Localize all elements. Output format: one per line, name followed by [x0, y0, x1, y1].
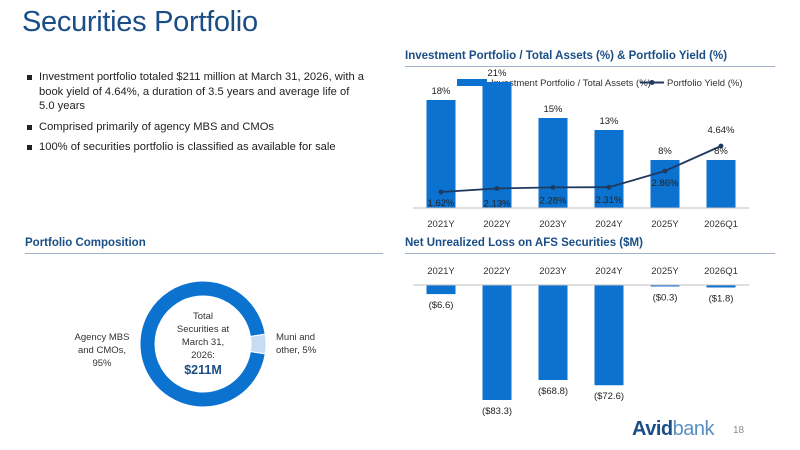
x-tick-label: 2025Y	[651, 219, 679, 230]
x-tick-label: 2022Y	[483, 219, 511, 230]
yield-point	[494, 186, 500, 191]
donut-center-line: 2026:	[191, 350, 215, 361]
bullet-item: 100% of securities portfolio is classifi…	[27, 140, 367, 155]
yield-point	[438, 189, 444, 195]
divider	[405, 66, 775, 67]
bar-data-label: ($0.3)	[653, 293, 678, 304]
bar-portfolio-assets	[594, 130, 624, 208]
yield-data-label: 2.31%	[596, 195, 623, 206]
divider	[25, 253, 383, 254]
yield-point	[550, 185, 556, 190]
bullet-item: Comprised primarily of agency MBS and CM…	[27, 120, 367, 135]
bar-data-label: ($83.3)	[482, 406, 512, 417]
bar-unrealized-loss	[706, 285, 736, 288]
bar-data-label: ($1.8)	[709, 293, 734, 304]
bar-portfolio-assets	[706, 160, 736, 208]
bullet-item: Investment portfolio totaled $211 millio…	[27, 70, 367, 114]
page-number: 18	[733, 425, 745, 436]
portfolio-chart-title: Investment Portfolio / Total Assets (%) …	[405, 50, 728, 62]
bar-portfolio-assets	[650, 160, 680, 208]
bar-data-label: 8%	[714, 146, 728, 157]
donut-center-line: Total	[193, 311, 213, 322]
page-title: Securities Portfolio	[22, 6, 258, 38]
yield-data-label: 2.13%	[484, 198, 511, 209]
donut-center-value: $211M	[184, 363, 222, 377]
bar-data-label: ($72.6)	[594, 391, 624, 402]
x-tick-label: 2023Y	[539, 219, 567, 230]
slice-label-major-line2: and CMOs,	[78, 345, 126, 356]
x-tick-label: 2026Q1	[704, 266, 738, 277]
x-tick-label: 2024Y	[595, 266, 623, 277]
bar-data-label: 21%	[487, 68, 507, 79]
loss-chart-title: Net Unrealized Loss on AFS Securities ($…	[405, 237, 643, 249]
summary-bullets: Investment portfolio totaled $211 millio…	[27, 70, 367, 161]
chart-legend: Investment Portfolio / Total Assets (%) …	[457, 78, 743, 89]
yield-data-label: 2.28%	[540, 195, 567, 206]
composition-title: Portfolio Composition	[25, 237, 146, 249]
x-tick-label: 2024Y	[595, 219, 623, 230]
divider	[405, 253, 775, 254]
x-tick-label: 2023Y	[539, 266, 567, 277]
legend-line-label: Portfolio Yield (%)	[667, 78, 743, 89]
legend-bar-swatch	[457, 79, 487, 86]
bar-data-label: 15%	[543, 104, 563, 115]
slice-label-major-line3: 95%	[92, 358, 112, 369]
yield-data-label: 4.64%	[708, 125, 735, 136]
avidbank-logo: Avidbank	[632, 418, 714, 441]
yield-line	[440, 145, 722, 193]
slice-label-minor-line1: Muni and	[276, 332, 315, 343]
logo-light: bank	[672, 418, 715, 440]
x-tick-label: 2021Y	[427, 266, 455, 277]
legend-line-marker	[649, 80, 655, 85]
yield-point	[718, 143, 724, 149]
donut-slice-muni	[249, 333, 267, 355]
slice-label-minor-line2: other, 5%	[276, 345, 317, 356]
x-tick-label: 2021Y	[427, 219, 455, 230]
bar-unrealized-loss	[482, 285, 512, 400]
donut-center: Total Securities at March 31, 2026: $211…	[177, 311, 230, 377]
bar-data-label: 13%	[599, 116, 619, 127]
x-tick-label: 2025Y	[651, 266, 679, 277]
bar-unrealized-loss	[650, 285, 680, 287]
logo-bold: Avid	[632, 418, 673, 440]
donut-center-line: Securities at	[177, 324, 230, 335]
bar-unrealized-loss	[594, 285, 624, 386]
slice-label-major: Agency MBS and CMOs, 95%	[75, 332, 130, 369]
yield-data-label: 1.62%	[428, 198, 455, 209]
yield-point	[662, 168, 668, 174]
bar-portfolio-assets	[538, 118, 568, 208]
yield-point	[606, 184, 612, 190]
bar-unrealized-loss	[426, 285, 456, 295]
bar-unrealized-loss	[538, 285, 568, 380]
x-tick-label: 2026Q1	[704, 219, 738, 230]
bar-data-label: ($6.6)	[429, 300, 454, 311]
bar-data-label: 18%	[431, 86, 451, 97]
bar-data-label: 8%	[658, 146, 672, 157]
legend-bar-label: Investment Portfolio / Total Assets (%)	[491, 78, 651, 89]
slice-label-major-line1: Agency MBS	[75, 332, 130, 343]
slice-label-minor: Muni and other, 5%	[276, 332, 317, 356]
x-tick-label: 2022Y	[483, 266, 511, 277]
bar-data-label: ($68.8)	[538, 386, 568, 397]
donut-slice-agency-mbs	[139, 280, 266, 408]
donut-center-line: March 31,	[182, 337, 224, 348]
yield-data-label: 2.86%	[652, 178, 679, 189]
